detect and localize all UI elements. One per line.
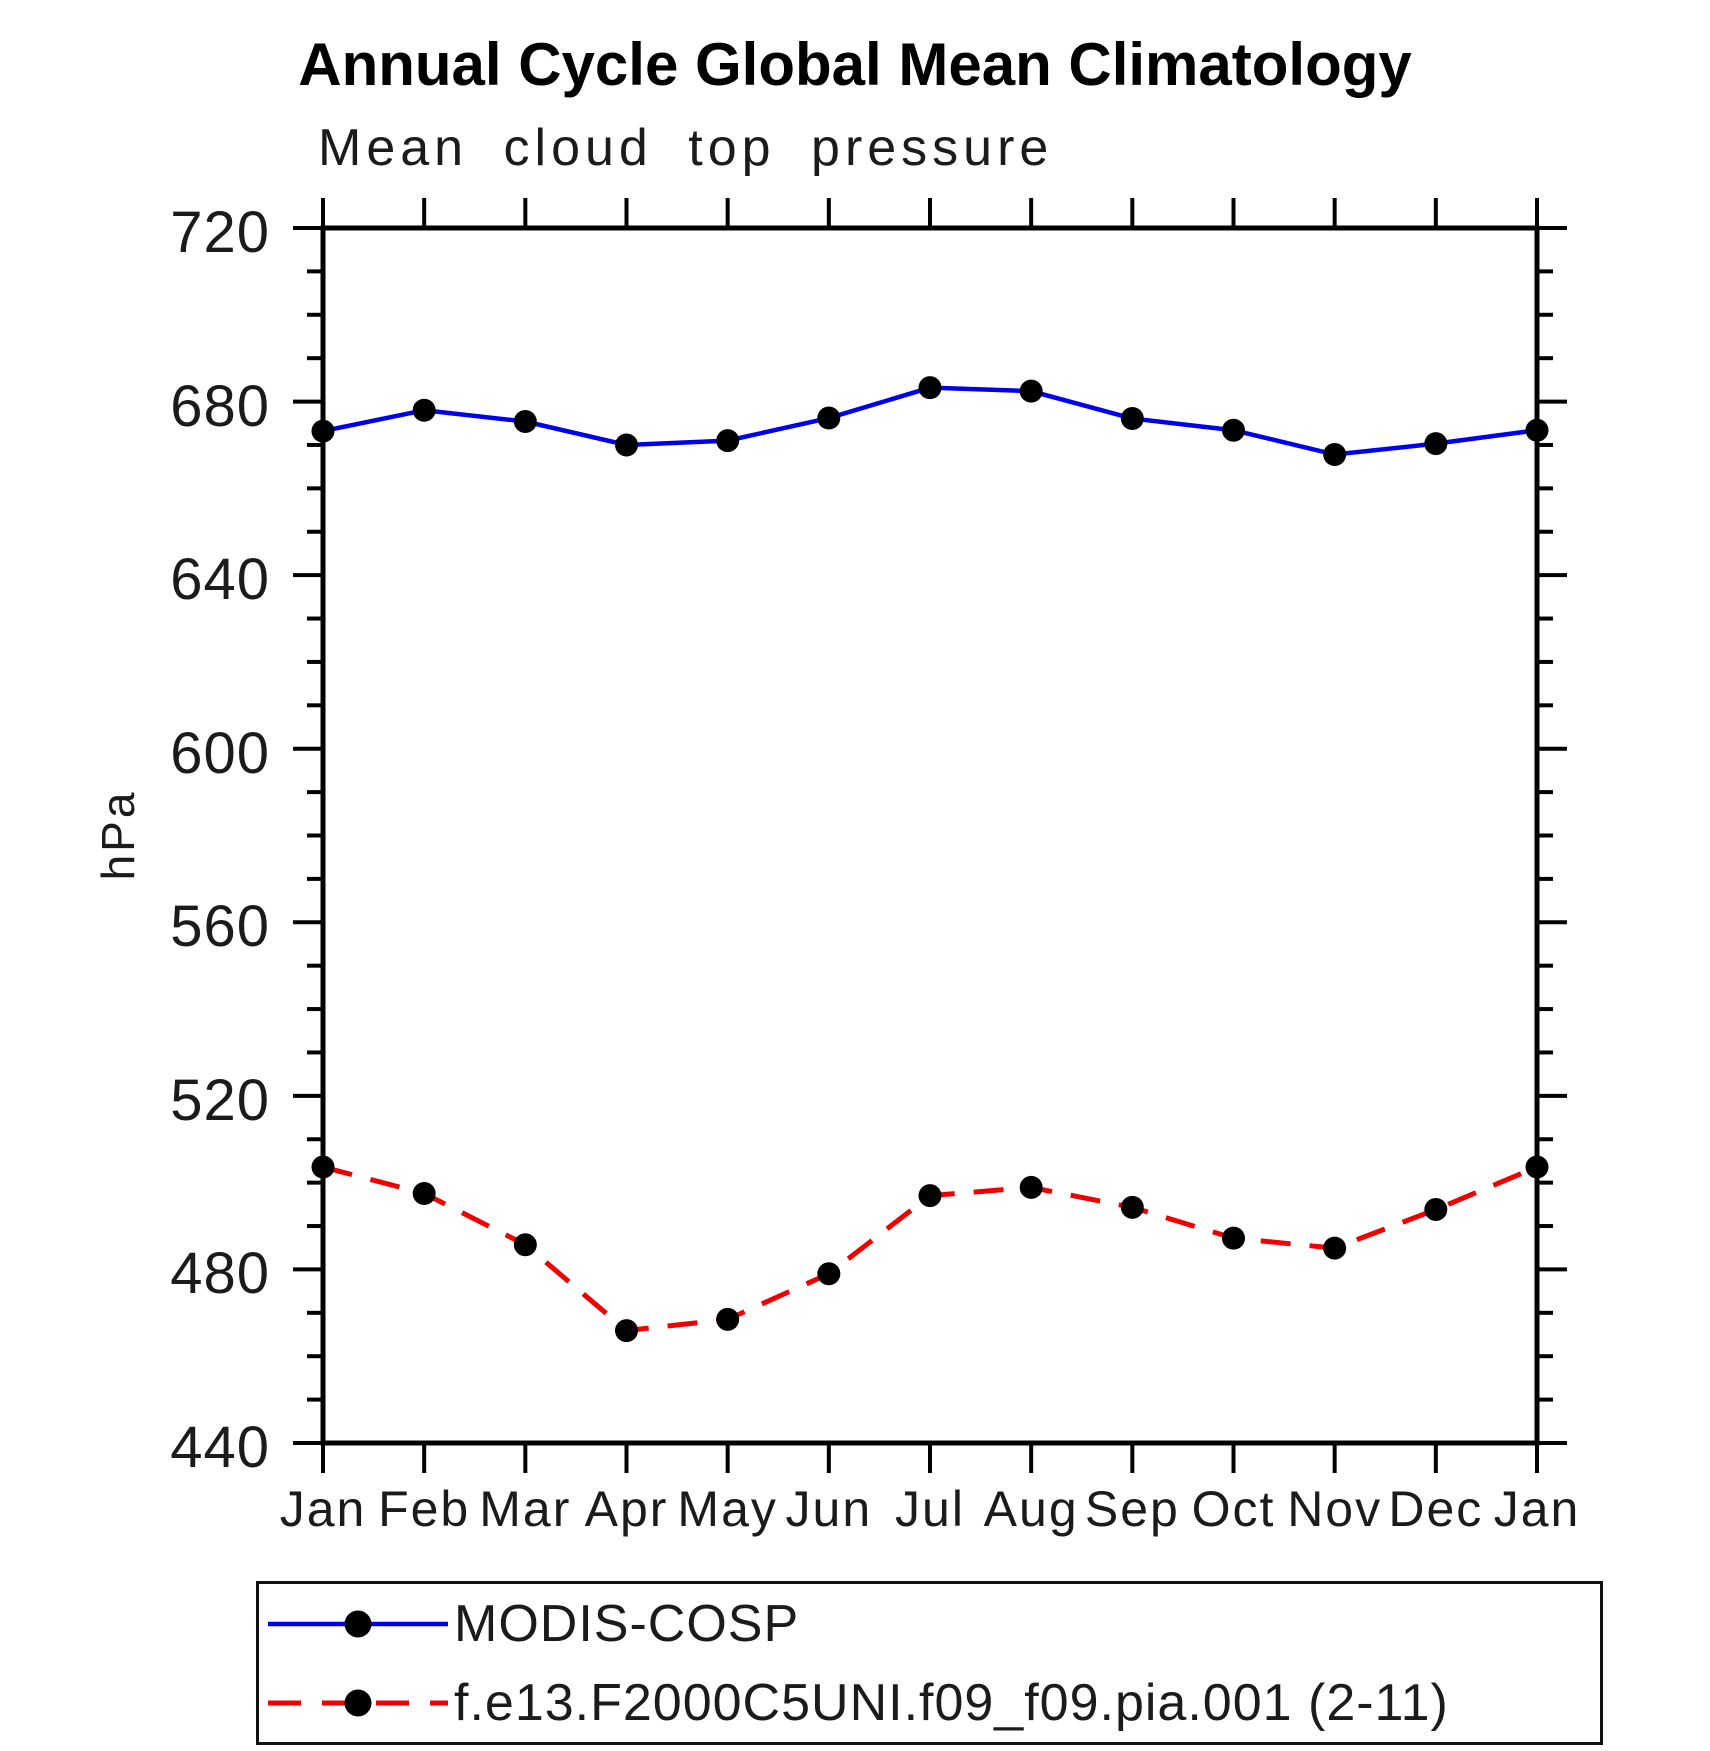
x-tick-label-8-sep: Sep [1084,1481,1180,1537]
data-point-marker-1-Mar [513,1233,537,1257]
x-tick-label-7-aug: Aug [983,1481,1079,1537]
data-point-marker-0-Nov [1323,443,1347,467]
data-point-marker-0-May [716,429,740,453]
y-tick-label-440: 440 [170,1415,270,1480]
y-tick-label-560: 560 [170,894,270,960]
y-tick-label-520: 520 [170,1067,270,1133]
data-point-marker-0-Dec [1424,432,1448,456]
y-tick-label-640: 640 [170,547,270,613]
data-point-marker-1-Jan [1525,1155,1549,1179]
data-point-marker-1-Jun [817,1262,841,1286]
chart-title: Annual Cycle Global Mean Climatology [298,31,1412,98]
x-tick-label-12-jan: Jan [1493,1481,1581,1537]
legend-entry-label: MODIS-COSP [454,1594,800,1653]
data-point-marker-1-Nov [1323,1236,1347,1260]
x-tick-label-11-dec: Dec [1388,1481,1484,1537]
x-tick-label-2-mar: Mar [479,1481,572,1537]
x-tick-label-6-jul: Jul [895,1481,965,1537]
data-point-marker-1-May [716,1307,740,1331]
data-point-marker-1-Apr [615,1319,638,1343]
data-point-marker-0-Aug [1019,379,1043,403]
data-point-marker-1-Aug [1019,1175,1043,1199]
legend-line-sample-dashed-icon [268,1689,448,1716]
data-point-marker-0-Sep [1120,406,1144,430]
data-point-marker-0-Jan [311,419,335,443]
data-point-marker-0-Jan [1525,418,1549,442]
data-point-marker-1-Sep [1120,1195,1144,1219]
x-tick-label-4-may: May [677,1481,778,1537]
legend-entry-observation: MODIS-COSP [259,1584,1600,1663]
x-tick-label-9-oct: Oct [1191,1481,1276,1537]
x-tick-label-1-feb: Feb [378,1481,471,1537]
y-tick-label-480: 480 [170,1241,270,1307]
x-tick-label-3-apr: Apr [584,1481,669,1537]
data-point-marker-0-Jul [918,376,942,400]
y-tick-label-600: 600 [170,720,270,786]
data-point-marker-1-Jan [311,1155,335,1179]
x-tick-label-5-jun: Jun [785,1481,873,1537]
data-point-marker-0-Apr [615,433,638,457]
data-point-marker-0-Mar [513,410,537,434]
data-point-marker-1-Dec [1424,1198,1448,1222]
y-tick-label-680: 680 [170,373,270,439]
x-tick-label-0-jan: Jan [279,1481,367,1537]
data-point-marker-0-Oct [1222,418,1245,442]
x-tick-label-10-nov: Nov [1287,1481,1383,1537]
legend-entry-model: f.e13.F2000C5UNI.f09_f09.pia.001 (2-11) [259,1663,1600,1742]
data-point-marker-1-Feb [412,1181,436,1205]
legend-line-sample-solid-icon [268,1610,448,1637]
data-point-marker-1-Oct [1222,1226,1245,1250]
data-point-marker-0-Jun [817,406,841,430]
data-point-marker-1-Jul [918,1184,942,1208]
legend-entry-label: f.e13.F2000C5UNI.f09_f09.pia.001 (2-11) [454,1673,1449,1732]
axis-frame [320,225,1540,1446]
y-tick-label-720: 720 [170,200,270,265]
chart-subtitle: Mean cloud top pressure [318,119,1054,177]
legend-box: MODIS-COSP f.e13.F2000C5UNI.f09_f09.pia.… [256,1581,1603,1745]
data-point-marker-0-Feb [412,398,436,422]
